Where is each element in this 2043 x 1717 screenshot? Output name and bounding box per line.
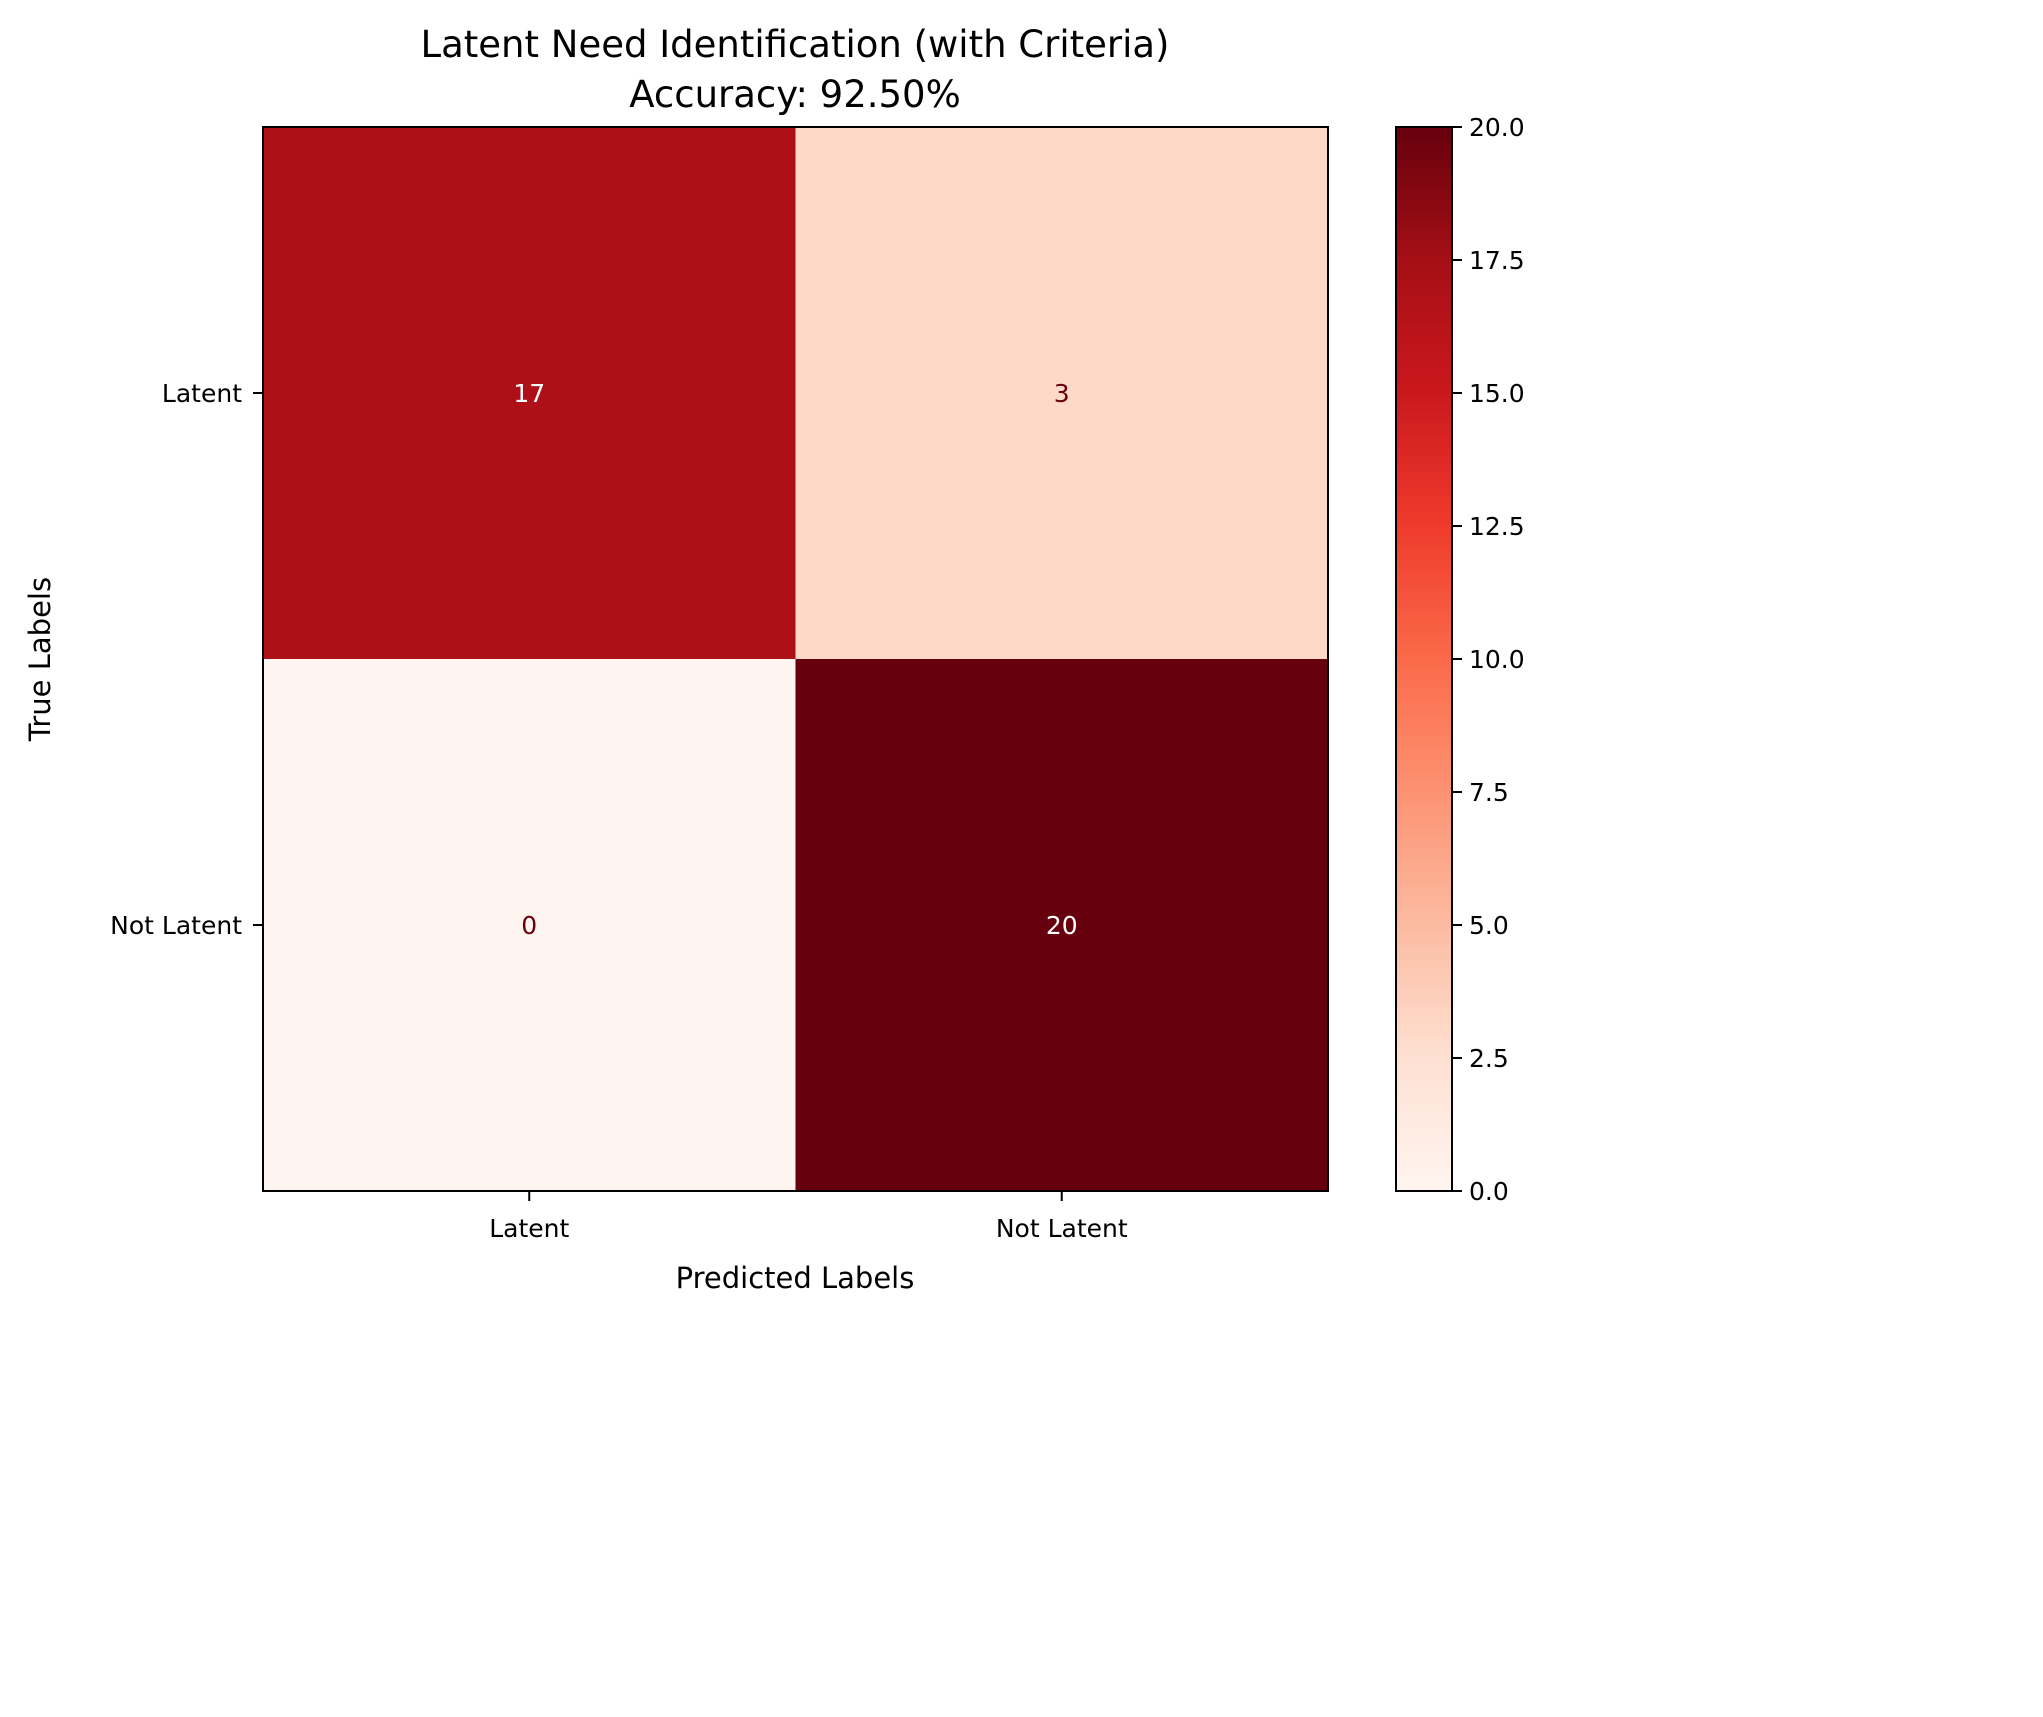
heatmap-cell bbox=[263, 659, 796, 1191]
y-tick-label: Latent bbox=[162, 379, 242, 408]
colorbar-tick-label: 20.0 bbox=[1469, 113, 1525, 142]
y-tick-label: Not Latent bbox=[110, 911, 242, 940]
chart-subtitle: Accuracy: 92.50% bbox=[629, 73, 961, 116]
colorbar-tick-label: 12.5 bbox=[1469, 512, 1525, 541]
heatmap-cell bbox=[795, 127, 1328, 659]
colorbar bbox=[1395, 126, 1453, 1192]
y-axis-ticks: Latent Not Latent bbox=[110, 379, 263, 940]
heatmap-cell-labels: 17 3 0 20 bbox=[513, 379, 1077, 940]
colorbar-ticks: 0.0 2.5 5.0 7.5 10.0 12.5 15.0 17.5 20.0 bbox=[1452, 113, 1525, 1206]
x-tick-label: Not Latent bbox=[996, 1214, 1128, 1243]
heatmap-cell bbox=[263, 127, 796, 659]
colorbar-tick-label: 2.5 bbox=[1469, 1044, 1509, 1073]
cell-value-label: 20 bbox=[1046, 911, 1078, 940]
x-axis-label: Predicted Labels bbox=[676, 1261, 915, 1295]
chart-title: Latent Need Identification (with Criteri… bbox=[421, 23, 1170, 66]
colorbar-tick-label: 5.0 bbox=[1469, 911, 1509, 940]
colorbar-tick-label: 7.5 bbox=[1469, 778, 1509, 807]
cell-value-label: 17 bbox=[513, 379, 545, 408]
y-axis-label: True Labels bbox=[23, 577, 57, 742]
heatmap-cells bbox=[263, 127, 1328, 1191]
colorbar-tick-label: 15.0 bbox=[1469, 379, 1525, 408]
colorbar-tick-label: 17.5 bbox=[1469, 246, 1525, 275]
x-tick-label: Latent bbox=[489, 1214, 569, 1243]
heatmap-cell bbox=[795, 659, 1328, 1191]
cell-value-label: 3 bbox=[1054, 379, 1070, 408]
x-axis-ticks: Latent Not Latent bbox=[489, 1191, 1128, 1243]
confusion-matrix-chart: Latent Need Identification (with Criteri… bbox=[23, 23, 1525, 1295]
colorbar-tick-label: 0.0 bbox=[1469, 1177, 1509, 1206]
plot-area-frame bbox=[262, 126, 1329, 1192]
cell-value-label: 0 bbox=[521, 911, 537, 940]
colorbar-tick-label: 10.0 bbox=[1469, 645, 1525, 674]
